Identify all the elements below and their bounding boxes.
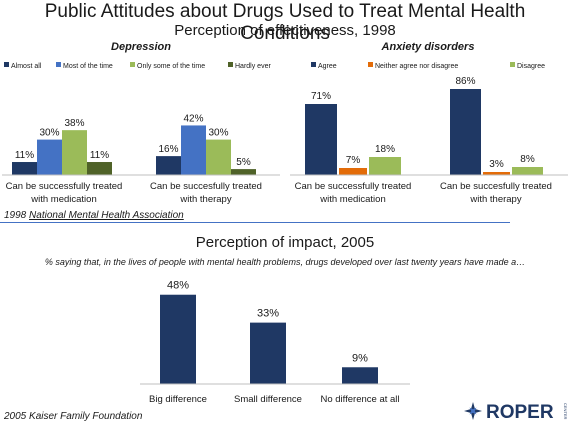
bar-depression-most-of-the-time-0 [37,139,62,175]
category-label-impact-small-difference: Small difference [234,394,302,405]
value-label-anxiety-agree-1: 86% [455,76,475,87]
impact-caption: % saying that, in the lives of people wi… [44,257,526,267]
bar-anxiety-neither-agree-nor-disagree-0 [339,168,367,175]
roper-logo: ROPER CENTER [464,402,568,423]
legend-swatch-agree [311,62,316,67]
chart-title: Public Attitudes about Drugs Used to Tre… [44,1,526,44]
legend-swatch-only-some-of-the-time [130,62,135,67]
bar-depression-most-of-the-time-1 [181,125,206,175]
bar-anxiety-agree-0 [305,104,337,175]
bar-depression-hardly-ever-0 [87,162,112,175]
bar-depression-almost-all-0 [12,162,37,175]
source-2005: 2005 Kaiser Family Foundation [4,411,143,422]
anxiety-plot: 71% 7% 18% 86% 3% 8% Can be successfully treat… [290,76,568,205]
source-1998-year: 1998 [4,210,27,221]
legend-label-disagree: Disagree [517,63,545,70]
bar-impact-no-difference-at-all [342,367,378,384]
legend-swatch-neither-agree-nor-disagree [368,62,373,67]
legend-label-only-some-of-the-time: Only some of the time [137,63,205,70]
bar-depression-only-some-of-the-time-0 [62,130,87,175]
bar-depression-hardly-ever-1 [231,169,256,175]
value-label-depression-hardly-ever-0: 11% [90,150,109,161]
effectiveness-subtitle: Perception of effectiveness, 1998 [174,22,396,39]
category-label-depression-0: Can be successfully treated with medicati… [6,181,123,205]
value-label-anxiety-disagree-1: 8% [520,154,535,165]
roper-logo-small: CENTER [563,403,568,420]
panel-title-anxiety: Anxiety disorders [381,41,475,53]
legend-swatch-hardly-ever [228,62,233,67]
depression-legend: Almost all Most of the time Only some of t… [4,62,271,70]
legend-label-agree: Agree [318,63,337,70]
value-label-depression-almost-all-1: 16% [158,144,178,155]
bar-anxiety-agree-1 [450,89,481,175]
value-label-anxiety-neither-agree-nor-disagree-1: 3% [489,159,504,170]
bar-impact-big-difference [160,294,196,384]
category-label-anxiety-1: Can be succesfully treated with therapy [440,181,552,205]
bar-anxiety-disagree-1 [512,167,543,175]
legend-label-most-of-the-time: Most of the time [63,63,113,70]
value-label-depression-almost-all-0: 11% [15,150,34,161]
value-label-depression-only-some-of-the-time-0: 38% [64,118,84,129]
value-label-depression-most-of-the-time-0: 30% [39,128,59,139]
legend-label-almost-all: Almost all [11,63,42,70]
category-label-impact-no-difference-at-all: No difference at all [320,394,399,405]
legend-label-hardly-ever: Hardly ever [235,63,271,70]
bar-depression-only-some-of-the-time-1 [206,139,231,175]
depression-plot: 11% 30% 38% 11% 16% 42% 30% 5% Can be successful… [2,113,280,205]
bar-impact-small-difference [250,322,286,384]
category-label-impact-big-difference: Big difference [149,394,207,405]
bar-anxiety-neither-agree-nor-disagree-1 [483,172,510,175]
legend-swatch-almost-all [4,62,9,67]
value-label-anxiety-neither-agree-nor-disagree-0: 7% [346,155,361,166]
bar-anxiety-disagree-0 [369,157,401,175]
value-label-depression-most-of-the-time-1: 42% [183,113,203,124]
roper-logo-text: ROPER [486,402,554,423]
value-label-depression-hardly-ever-1: 5% [236,157,251,168]
impact-plot: 48% Big difference 33% Small difference 9% No… [140,280,410,405]
anxiety-legend: Agree Neither agree nor disagree Disagree [311,62,545,70]
category-label-depression-1: Can be succesfully treated with therapy [150,181,262,205]
roper-star-icon [464,402,482,420]
value-label-anxiety-agree-0: 71% [311,91,331,102]
source-1998: 1998 National Mental Health Association [4,210,184,221]
impact-subtitle: Perception of impact, 2005 [195,234,375,251]
legend-label-neither-agree-nor-disagree: Neither agree nor disagree [375,63,458,70]
bar-depression-almost-all-1 [156,156,181,175]
value-label-anxiety-disagree-0: 18% [375,144,395,155]
value-label-impact-small-difference: 33% [257,308,279,320]
panel-title-depression: Depression [111,41,171,53]
impact-chart: 48% Big difference 33% Small difference 9% No… [140,280,410,405]
effectiveness-charts: Depression Anxiety disorders Almost all M… [2,41,568,205]
legend-swatch-most-of-the-time [56,62,61,67]
source-1998-link[interactable]: National Mental Health Association [29,210,184,221]
section-divider [0,222,510,223]
value-label-depression-only-some-of-the-time-1: 30% [208,128,228,139]
value-label-impact-big-difference: 48% [167,280,189,292]
value-label-impact-no-difference-at-all: 9% [352,352,368,364]
legend-swatch-disagree [510,62,515,67]
category-label-anxiety-0: Can be successfully treated with medicati… [295,181,412,205]
